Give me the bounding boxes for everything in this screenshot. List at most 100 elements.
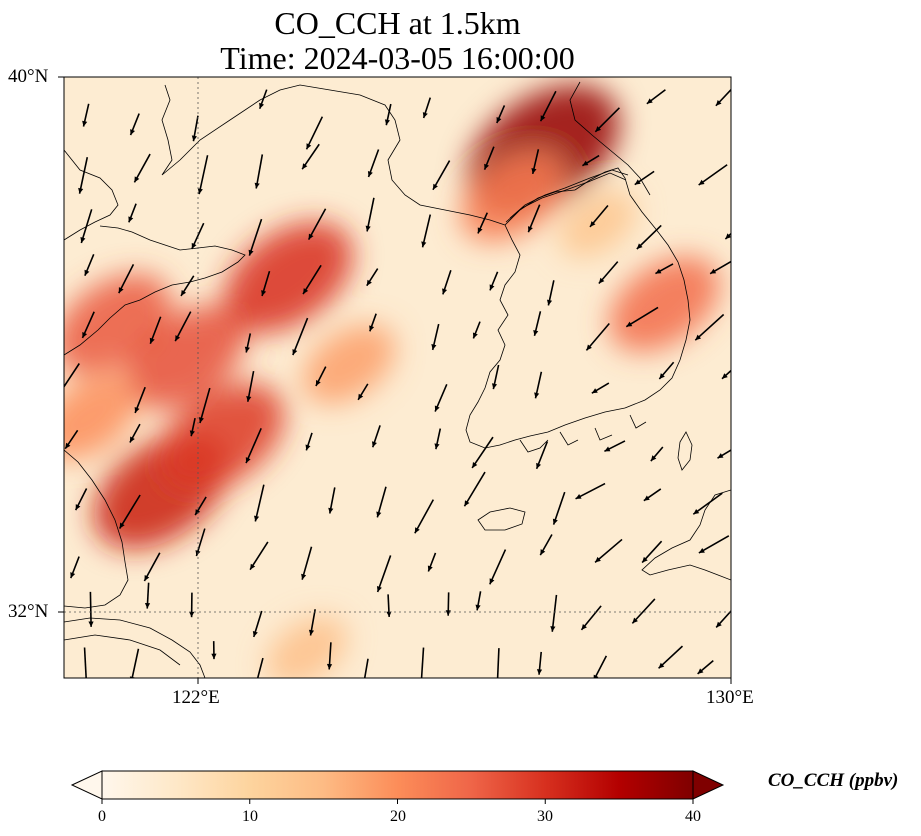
wind-arrow — [191, 222, 205, 250]
coastline-liaodong — [161, 84, 506, 226]
wind-arrow — [249, 541, 269, 571]
colorbar-tick-10: 10 — [242, 808, 258, 825]
co-hotspot — [302, 324, 396, 405]
wind-arrow — [363, 658, 369, 678]
wind-arrow — [292, 317, 309, 356]
coastline-border-korea — [505, 169, 629, 223]
wind-arrow — [694, 313, 725, 341]
wind-arrow — [580, 605, 602, 631]
wind-arrow — [641, 540, 663, 564]
coastline-china-north — [64, 149, 119, 241]
wind-arrow — [376, 486, 387, 518]
coastline-korea-east — [574, 167, 691, 409]
wind-arrow — [477, 212, 489, 234]
wind-arrow — [84, 253, 95, 277]
wind-arrow — [625, 306, 659, 328]
wind-arrow — [78, 157, 89, 194]
coastline-shandong — [64, 225, 246, 356]
wind-arrow — [367, 149, 380, 178]
wind-arrow — [128, 203, 137, 223]
wind-arrow — [442, 270, 452, 295]
wind-arrow — [301, 546, 313, 580]
wind-arrow — [197, 155, 209, 195]
wind-arrow — [489, 271, 499, 291]
co-hotspot — [558, 190, 637, 258]
wind-arrow — [198, 387, 211, 424]
wind-arrow — [483, 146, 495, 170]
wind-arrow — [527, 204, 541, 233]
wind-arrow — [432, 160, 451, 191]
wind-arrow — [301, 143, 320, 170]
wind-arrow — [386, 594, 392, 618]
wind-arrow — [643, 488, 662, 502]
gridlines — [64, 77, 731, 678]
lon-label-122e: 122°E — [172, 687, 220, 708]
wind-arrow — [143, 552, 161, 582]
wind-arrow — [593, 655, 608, 678]
wind-arrow — [369, 313, 377, 332]
wind-arrow — [631, 598, 656, 624]
wind-arrow — [697, 660, 714, 675]
wind-arrow — [489, 549, 507, 585]
colorbar-tick-20: 20 — [390, 808, 406, 825]
wind-arrow — [180, 275, 195, 297]
wind-arrow — [655, 263, 674, 275]
co-hotspot — [608, 256, 720, 352]
wind-arrow — [585, 322, 610, 351]
wind-arrow — [88, 591, 94, 627]
wind-arrow — [422, 97, 432, 119]
wind-arrow — [534, 371, 543, 399]
wind-arrow — [256, 657, 264, 678]
wind-arrow — [414, 499, 435, 534]
colorbar-label: CO_CCH (ppbv) — [768, 770, 899, 791]
wind-arrow — [74, 488, 88, 511]
wind-arrow — [365, 197, 375, 232]
co-hotspot — [223, 221, 353, 333]
wind-arrow — [302, 264, 322, 295]
wind-arrow — [64, 429, 79, 450]
wind-arrow — [594, 538, 623, 563]
wind-arrow — [129, 423, 141, 443]
wind-arrow — [307, 208, 327, 240]
wind-arrow — [305, 116, 324, 150]
wind-arrow — [531, 149, 540, 175]
wind-arrow — [366, 268, 379, 287]
wind-arrow — [445, 592, 451, 616]
wind-arrow — [552, 491, 566, 525]
wind-arrow — [434, 383, 448, 412]
wind-arrow — [591, 382, 610, 394]
colorbar-extend-min — [70, 770, 103, 800]
colorbar-tick-marks — [101, 799, 694, 804]
coastline-korea-south-islands — [519, 414, 647, 453]
colorbar-extend-max — [692, 770, 725, 800]
wind-arrow — [420, 647, 425, 678]
wind-arrow — [546, 280, 555, 306]
wind-arrow — [721, 369, 731, 380]
map-frame — [63, 76, 732, 679]
wind-arrow — [308, 609, 316, 636]
wind-arrow — [434, 428, 442, 450]
coastline-jeju — [477, 507, 526, 531]
map-subtitle-time: Time: 2024-03-05 16:00:00 — [220, 40, 575, 76]
co-hotspot — [64, 375, 138, 461]
wind-arrow — [252, 610, 263, 638]
wind-arrow — [357, 383, 369, 401]
wind-arrows — [64, 88, 731, 678]
wind-arrow — [539, 90, 557, 122]
wind-arrow — [254, 484, 265, 522]
wind-arrow — [118, 264, 135, 294]
co-hotspot — [266, 616, 347, 678]
wind-arrow — [244, 333, 252, 353]
lon-label-130e: 130°E — [706, 687, 754, 708]
wind-arrow — [636, 224, 662, 250]
wind-arrow — [248, 218, 263, 256]
wind-arrow — [80, 209, 93, 244]
wind-arrow — [575, 482, 606, 500]
wind-arrow — [604, 440, 626, 453]
colorbar-tick-40: 40 — [685, 808, 701, 825]
wind-arrow — [533, 311, 542, 337]
wind-arrow — [715, 609, 731, 628]
wind-arrow — [472, 321, 481, 339]
